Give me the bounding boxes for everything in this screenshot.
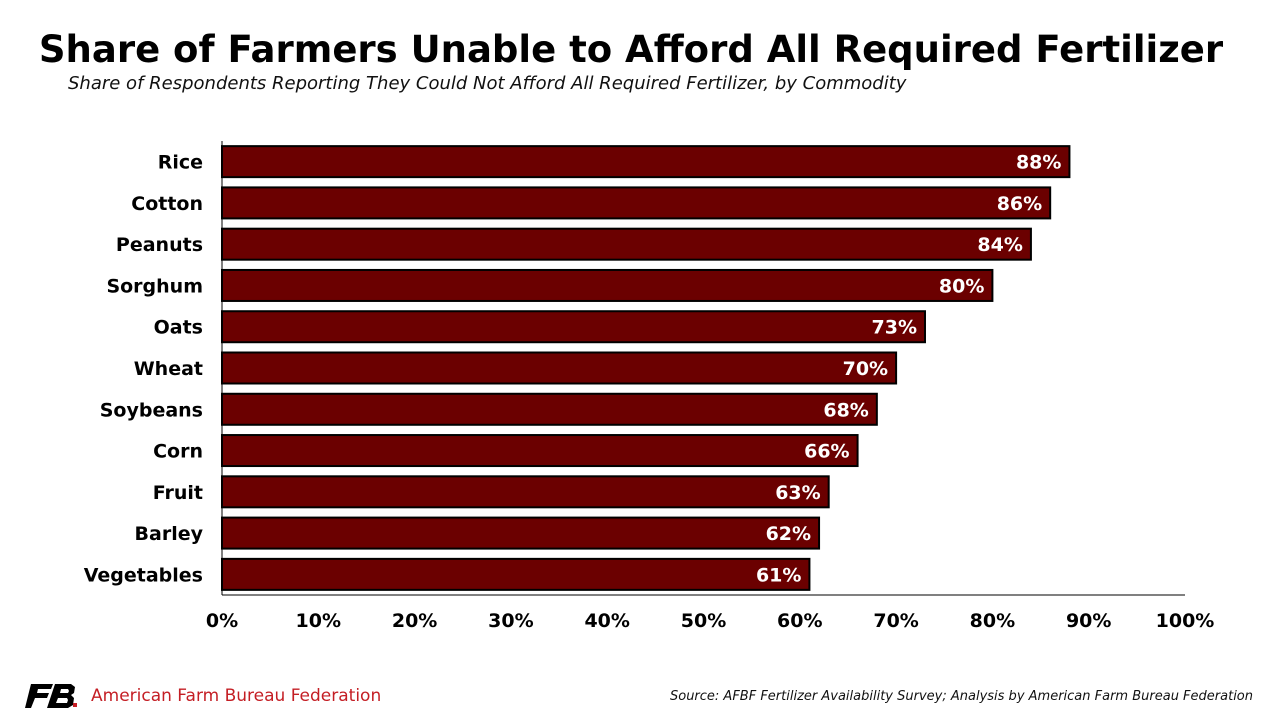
x-tick-label: 30% [488,610,533,632]
data-label-fruit: 63% [775,482,820,504]
bar-wheat [221,351,898,385]
chart-subtitle: Share of Respondents Reporting They Coul… [68,73,907,94]
x-tick-label: 20% [392,610,437,632]
category-label-rice: Rice [158,152,203,174]
bar-rice [221,145,1071,179]
data-label-oats: 73% [872,317,917,339]
bar-cotton [221,186,1052,220]
bar-fruit [221,475,830,509]
bar-soybeans [221,392,878,426]
x-tick-label: 90% [1066,610,1111,632]
data-label-peanuts: 84% [977,234,1022,256]
bar-corn [221,434,859,468]
category-label-oats: Oats [154,317,203,339]
category-label-sorghum: Sorghum [106,275,203,297]
bar-barley [221,516,821,550]
data-label-vegetables: 61% [756,564,801,586]
data-label-soybeans: 68% [823,399,868,421]
x-tick-label: 40% [584,610,629,632]
category-label-soybeans: Soybeans [100,399,203,421]
data-label-barley: 62% [766,523,811,545]
data-label-rice: 88% [1016,152,1061,174]
brand-name: American Farm Bureau Federation [91,686,382,706]
category-label-barley: Barley [135,523,204,545]
bar-peanuts [221,227,1032,261]
x-tick-label: 10% [296,610,341,632]
chart-title: Share of Farmers Unable to Afford All Re… [38,28,1224,71]
data-label-corn: 66% [804,441,849,463]
x-tick-label: 80% [970,610,1015,632]
category-label-fruit: Fruit [153,482,203,504]
data-label-wheat: 70% [843,358,888,380]
bar-oats [221,310,926,344]
x-tick-label: 50% [681,610,726,632]
fb-logo-icon [25,684,77,708]
x-tick-label: 0% [206,610,238,632]
x-tick-label: 70% [873,610,918,632]
x-tick-label: 60% [777,610,822,632]
x-tick-label: 100% [1156,610,1215,632]
bar-vegetables [221,557,811,591]
category-label-peanuts: Peanuts [116,234,203,256]
category-label-wheat: Wheat [134,358,203,380]
category-label-corn: Corn [153,441,203,463]
data-label-sorghum: 80% [939,275,984,297]
brand-footer: American Farm Bureau Federation [25,683,381,709]
data-label-cotton: 86% [997,193,1042,215]
category-label-vegetables: Vegetables [84,564,203,586]
source-note: Source: AFBF Fertilizer Availability Sur… [669,689,1253,704]
bar-sorghum [221,268,994,302]
category-label-cotton: Cotton [131,193,203,215]
